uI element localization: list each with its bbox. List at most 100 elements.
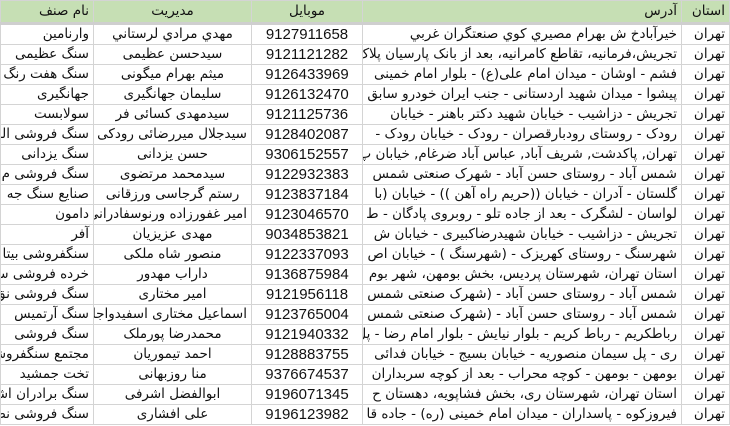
cell-guild-name[interactable]: صنایع سنگ جه [0,184,94,205]
cell-manager[interactable]: مهدي مرادي لرستاني [93,23,252,45]
cell-province[interactable]: تهران [681,264,730,285]
cell-address[interactable]: شمس آباد - روستای حسن آباد - (شهرک صنعتی… [362,304,682,325]
cell-guild-name[interactable]: وارنامين [0,23,94,45]
cell-manager[interactable]: علی افشاری [93,404,252,425]
cell-province[interactable]: تهران [681,384,730,405]
cell-address[interactable]: رودک - روستای رودبارقصران - رودک - خیابا… [362,124,682,145]
cell-guild-name[interactable]: تخت جمشید [0,364,94,385]
cell-address[interactable]: فیروزکوه - پاسداران - میدان امام خمینی (… [362,404,682,425]
header-manager[interactable]: مدیریت [93,0,252,25]
cell-guild-name[interactable]: دامون [0,204,94,225]
cell-province[interactable]: تهران [681,324,730,345]
cell-manager[interactable]: سیدحسن عظیمی [93,44,252,65]
cell-manager[interactable]: حسن یزدانی [93,144,252,165]
cell-address[interactable]: گلستان - آدران - خیابان ((حریم راه آهن )… [362,184,682,205]
header-mobile[interactable]: موبایل [251,0,363,25]
cell-mobile[interactable]: 9123765004 [251,304,363,325]
cell-address[interactable]: بومهن - بومهن - کوچه محراب - بعد از کوچه… [362,364,682,385]
cell-guild-name[interactable]: سنگ هفت رنگ [0,64,94,85]
cell-province[interactable]: تهران [681,304,730,325]
cell-address[interactable]: لواسان - لشگرک - بعد از جاده تلو - روبرو… [362,204,682,225]
cell-guild-name[interactable]: سنگ فروشی نق [0,284,94,305]
cell-address[interactable]: استان تهران، شهرستان ری، بخش فشاپویه، ده… [362,384,682,405]
cell-mobile[interactable]: 9126132470 [251,84,363,105]
cell-mobile[interactable]: 9121940332 [251,324,363,345]
cell-province[interactable]: تهران [681,284,730,305]
cell-guild-name[interactable]: سنگفروشی بیتا [0,244,94,265]
cell-manager[interactable]: سیدجلال میررضائی رودکی [93,124,252,145]
cell-mobile[interactable]: 9136875984 [251,264,363,285]
cell-manager[interactable]: امیر غفورزاده ورنوسفادرانی [93,204,252,225]
cell-address[interactable]: شهرسنگ - روستای کهریزک - (شهرسنگ ) - خیا… [362,244,682,265]
cell-guild-name[interactable]: سنگ فروشی البرز [0,124,94,145]
header-province[interactable]: استان [681,0,730,25]
cell-mobile[interactable]: 9034853821 [251,224,363,245]
cell-province[interactable]: تهران [681,364,730,385]
cell-mobile[interactable]: 9121121282 [251,44,363,65]
cell-mobile[interactable]: 9126433969 [251,64,363,85]
header-address[interactable]: آدرس [362,0,682,25]
cell-province[interactable]: تهران [681,224,730,245]
cell-province[interactable]: تهران [681,64,730,85]
cell-mobile[interactable]: 9376674537 [251,364,363,385]
cell-guild-name[interactable]: جهانگیری [0,84,94,105]
cell-province[interactable]: تهران [681,184,730,205]
cell-guild-name[interactable]: سنگ عظیمی [0,44,94,65]
cell-province[interactable]: تهران [681,164,730,185]
cell-province[interactable]: تهران [681,104,730,125]
cell-address[interactable]: تجریش،فرمانیه، تقاطع کامرانیه، بعد از با… [362,44,682,65]
cell-address[interactable]: رباطکریم - رباط کریم - بلوار نیایش - بلو… [362,324,682,345]
cell-address[interactable]: شمس آباد - روستای حسن آباد - شهرک صنعتی … [362,164,682,185]
cell-address[interactable]: ری - پل سیمان منصوریه - خیابان بسیج - خی… [362,344,682,365]
cell-address[interactable]: استان تهران، شهرستان پردیس، بخش بومهن، ش… [362,264,682,285]
cell-mobile[interactable]: 9123046570 [251,204,363,225]
cell-mobile[interactable]: 9123837184 [251,184,363,205]
cell-province[interactable]: تهران [681,404,730,425]
header-guild-name[interactable]: نام صنف [0,0,94,25]
cell-mobile[interactable]: 9121956118 [251,284,363,305]
cell-mobile[interactable]: 9196123982 [251,404,363,425]
cell-province[interactable]: تهران [681,124,730,145]
cell-manager[interactable]: احمد تیموریان [93,344,252,365]
cell-address[interactable]: شمس آباد - روستای حسن آباد - (شهرک صنعتی… [362,284,682,305]
cell-province[interactable]: تهران [681,44,730,65]
cell-manager[interactable]: امیر مختاری [93,284,252,305]
cell-manager[interactable]: مهدی عزیزیان [93,224,252,245]
cell-address[interactable]: پیشوا - میدان شهید اردستانی - جنب ایران … [362,84,682,105]
cell-address[interactable]: تهران, پاکدشت, شریف آباد, عباس آباد ضرغا… [362,144,682,165]
cell-manager[interactable]: ابوالفضل اشرفی [93,384,252,405]
cell-manager[interactable]: سیدمحمد مرتضوی [93,164,252,185]
cell-address[interactable]: تجریش - دزاشیب - خیابان شهید دکتر باهنر … [362,104,682,125]
cell-address[interactable]: خيرآبادخ ش بهرام مصيري كوي صنعتگران غربي [362,23,682,45]
cell-guild-name[interactable]: سنگ برادران اشرفی [0,384,94,405]
cell-province[interactable]: تهران [681,84,730,105]
cell-guild-name[interactable]: سنگ آرتمیس [0,304,94,325]
cell-guild-name[interactable]: سنگ فروشی م [0,164,94,185]
cell-address[interactable]: تجریش - دزاشیب - خیابان شهیدرضاکبیری - خ… [362,224,682,245]
cell-guild-name[interactable]: سولابست [0,104,94,125]
cell-province[interactable]: تهران [681,204,730,225]
cell-guild-name[interactable]: سنگ فروشی [0,324,94,345]
cell-manager[interactable]: منصور شاه ملکی [93,244,252,265]
cell-mobile[interactable]: 9196071345 [251,384,363,405]
cell-address[interactable]: فشم - اوشان - میدان امام علی(ع) - بلوار … [362,64,682,85]
cell-manager[interactable]: سلیمان جهانگیری [93,84,252,105]
cell-mobile[interactable]: 9121125736 [251,104,363,125]
cell-mobile[interactable]: 9127911658 [251,23,363,45]
cell-guild-name[interactable]: سنگ یزدانی [0,144,94,165]
cell-guild-name[interactable]: آفر [0,224,94,245]
cell-mobile[interactable]: 9306152557 [251,144,363,165]
cell-manager[interactable]: سیدمهدی کسائی فر [93,104,252,125]
cell-mobile[interactable]: 9128883755 [251,344,363,365]
cell-manager[interactable]: داراب مهدور [93,264,252,285]
cell-manager[interactable]: میثم بهرام میگونی [93,64,252,85]
cell-mobile[interactable]: 9122932383 [251,164,363,185]
cell-manager[interactable]: رستم گرجاسی ورزقانی [93,184,252,205]
cell-manager[interactable]: منا روزبهانی [93,364,252,385]
cell-manager[interactable]: محمدرضا پورملک [93,324,252,345]
cell-manager[interactable]: اسماعیل مختاری اسفیدواجانی [93,304,252,325]
cell-guild-name[interactable]: سنگ فروشی نص [0,404,94,425]
cell-mobile[interactable]: 9128402087 [251,124,363,145]
cell-province[interactable]: تهران [681,244,730,265]
cell-province[interactable]: تهران [681,144,730,165]
